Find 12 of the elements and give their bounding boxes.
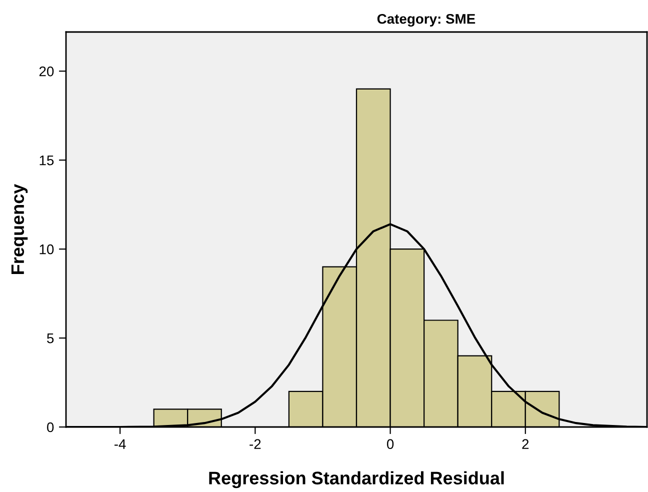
y-tick-label: 20	[39, 66, 54, 76]
y-tick-label: 15	[40, 156, 54, 166]
y-axis-title: Frequency	[11, 184, 28, 274]
y-tick-label: 10	[40, 244, 54, 254]
x-tick-label: 0	[386, 439, 394, 450]
chart-title: Category: SME	[377, 14, 476, 27]
x-axis-title: Regression Standardized Residual	[209, 471, 504, 488]
x-tick-label: -4	[114, 439, 126, 449]
y-tick-label: 0	[47, 422, 54, 432]
x-tick-label: 2	[522, 439, 529, 449]
y-tick-label: 5	[47, 334, 54, 344]
x-tick-label: -2	[250, 439, 261, 449]
